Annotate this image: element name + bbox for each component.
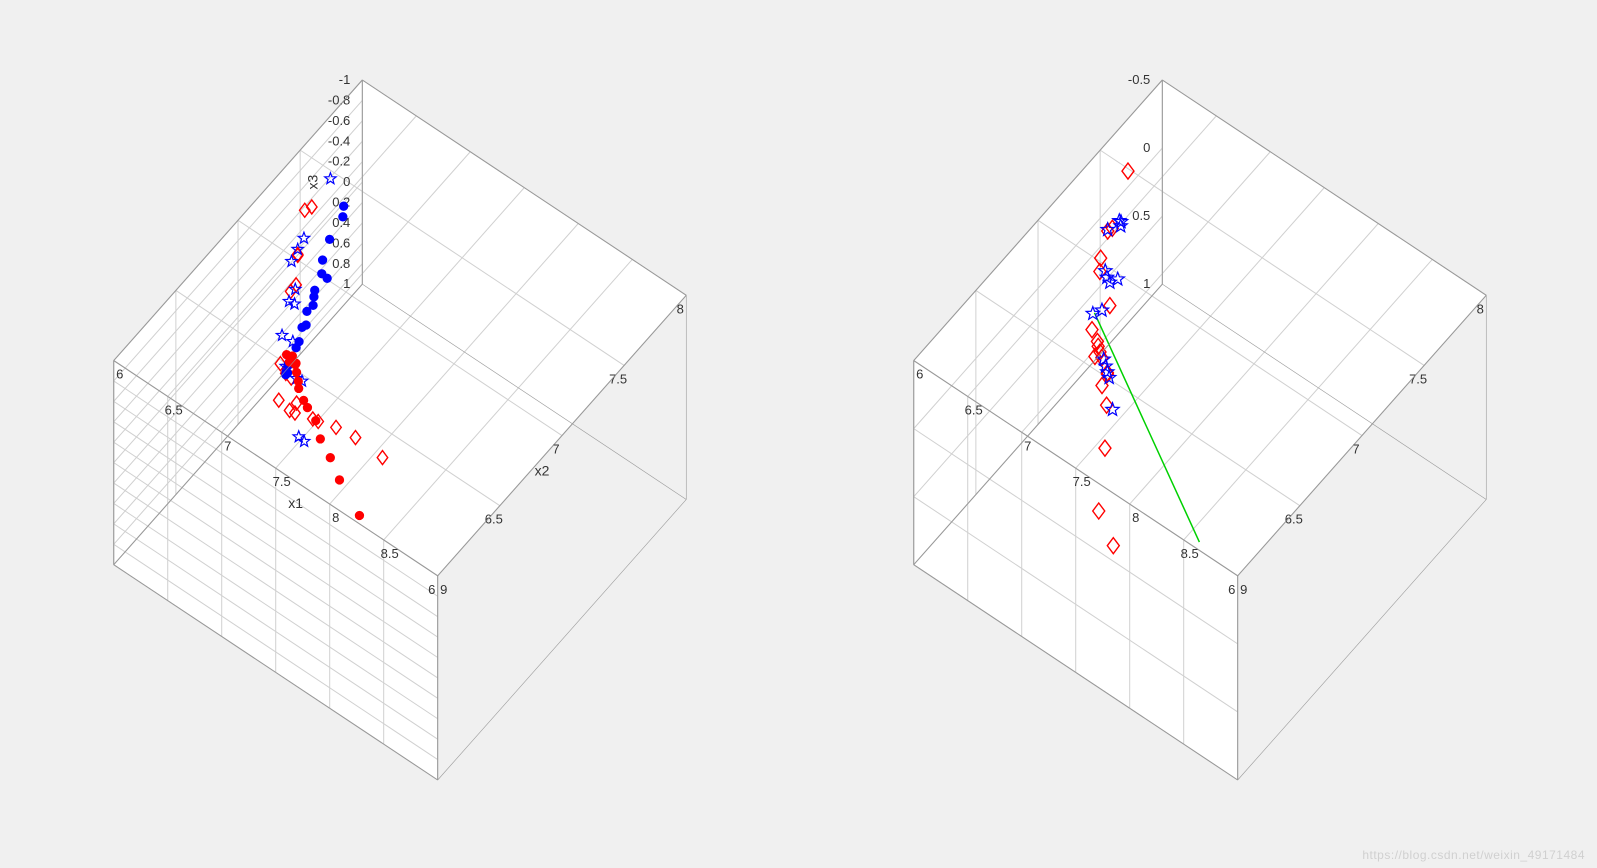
svg-text:x1: x1	[288, 495, 303, 511]
svg-text:-0.4: -0.4	[328, 133, 350, 148]
svg-text:8: 8	[332, 510, 339, 525]
svg-text:-0.8: -0.8	[328, 92, 350, 107]
svg-text:1: 1	[343, 276, 350, 291]
svg-text:8: 8	[1132, 510, 1139, 525]
svg-text:8: 8	[1477, 301, 1484, 316]
svg-text:0.8: 0.8	[332, 256, 350, 271]
svg-text:6: 6	[428, 582, 435, 597]
svg-text:x2: x2	[535, 463, 550, 479]
svg-text:0: 0	[1143, 140, 1150, 155]
right-axes-3d: -0.500.5166.577.588.5966.577.58	[810, 10, 1590, 853]
svg-text:-1: -1	[339, 72, 351, 87]
axes-3d-svg: -0.500.5166.577.588.5966.577.58	[810, 10, 1590, 850]
svg-text:0: 0	[343, 174, 350, 189]
figure-root: -1-0.8-0.6-0.4-0.200.20.40.60.8166.577.5…	[0, 0, 1597, 868]
svg-text:7: 7	[1024, 438, 1031, 453]
svg-text:0.6: 0.6	[332, 235, 350, 250]
left-axes-3d: -1-0.8-0.6-0.4-0.200.20.40.60.8166.577.5…	[10, 10, 790, 853]
svg-text:0.5: 0.5	[1132, 208, 1150, 223]
svg-text:6: 6	[916, 367, 923, 382]
svg-text:1: 1	[1143, 276, 1150, 291]
svg-text:6: 6	[1228, 582, 1235, 597]
svg-text:-0.2: -0.2	[328, 154, 350, 169]
svg-text:7: 7	[552, 442, 559, 457]
svg-text:8: 8	[677, 301, 684, 316]
svg-text:7: 7	[1352, 442, 1359, 457]
svg-text:x3: x3	[304, 174, 320, 189]
svg-text:7: 7	[224, 438, 231, 453]
watermark-text: https://blog.csdn.net/weixin_49171484	[1362, 848, 1585, 862]
axes-3d-svg: -1-0.8-0.6-0.4-0.200.20.40.60.8166.577.5…	[10, 10, 790, 850]
svg-text:9: 9	[440, 582, 447, 597]
svg-text:6: 6	[116, 367, 123, 382]
svg-text:9: 9	[1240, 582, 1247, 597]
svg-text:-0.5: -0.5	[1128, 72, 1150, 87]
